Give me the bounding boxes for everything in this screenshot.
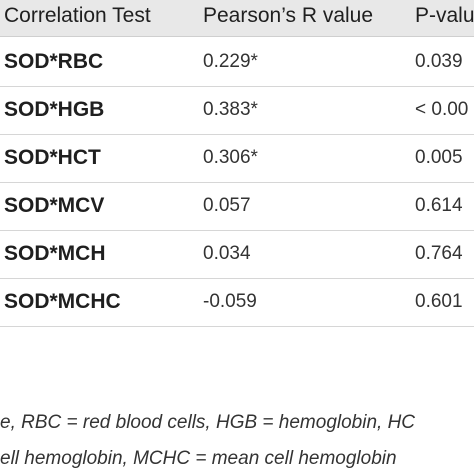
row-divider bbox=[0, 182, 474, 183]
row-test: SOD*MCV bbox=[4, 194, 105, 217]
row-divider bbox=[0, 86, 474, 87]
header-pearson-r: Pearson’s R value bbox=[203, 4, 374, 27]
header-p-value: P-valu bbox=[415, 4, 474, 27]
row-divider bbox=[0, 230, 474, 231]
table-bottom-rule bbox=[0, 326, 474, 327]
row-test: SOD*MCH bbox=[4, 242, 106, 265]
row-p-value: 0.614 bbox=[415, 195, 463, 216]
table-row: SOD*MCH 0.034 0.764 bbox=[0, 230, 474, 278]
row-p-value: 0.005 bbox=[415, 147, 463, 168]
header-correlation-test: Correlation Test bbox=[4, 4, 151, 27]
header-divider bbox=[0, 36, 474, 37]
row-p-value: < 0.00 bbox=[415, 99, 469, 120]
table-header: Correlation Test Pearson’s R value P-val… bbox=[0, 0, 474, 36]
row-r-value: 0.057 bbox=[203, 195, 251, 216]
footnote-line-2: ell hemoglobin, MCHC = mean cell hemoglo… bbox=[0, 448, 397, 469]
row-r-value: -0.059 bbox=[203, 291, 257, 312]
row-r-value: 0.034 bbox=[203, 243, 251, 264]
row-divider bbox=[0, 134, 474, 135]
footnote-line-1: e, RBC = red blood cells, HGB = hemoglob… bbox=[0, 412, 416, 433]
row-test: SOD*MCHC bbox=[4, 290, 121, 313]
table-row: SOD*HGB 0.383* < 0.00 bbox=[0, 86, 474, 134]
row-p-value: 0.039 bbox=[415, 51, 463, 72]
table-row: SOD*MCHC -0.059 0.601 bbox=[0, 278, 474, 326]
row-test: SOD*RBC bbox=[4, 50, 104, 73]
row-r-value: 0.383* bbox=[203, 99, 258, 120]
row-divider bbox=[0, 278, 474, 279]
row-test: SOD*HGB bbox=[4, 98, 105, 121]
row-test: SOD*HCT bbox=[4, 146, 101, 169]
row-p-value: 0.764 bbox=[415, 243, 463, 264]
row-r-value: 0.229* bbox=[203, 51, 258, 72]
table-row: SOD*RBC 0.229* 0.039 bbox=[0, 38, 474, 86]
row-r-value: 0.306* bbox=[203, 147, 258, 168]
row-p-value: 0.601 bbox=[415, 291, 463, 312]
table-row: SOD*HCT 0.306* 0.005 bbox=[0, 134, 474, 182]
table-row: SOD*MCV 0.057 0.614 bbox=[0, 182, 474, 230]
